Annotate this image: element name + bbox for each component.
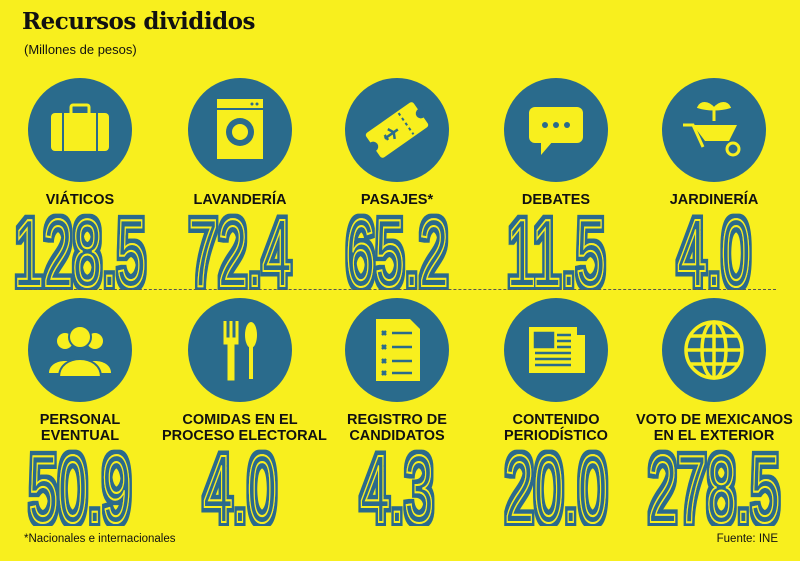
item-people: PERSONAL EVENTUAL 50.9: [2, 298, 158, 526]
item-label: VIÁTICOS: [2, 192, 158, 210]
wheelbarrow-plant-icon: [683, 102, 741, 157]
item-label: CONTENIDO PERIODÍSTICO: [478, 412, 634, 446]
item-label: PASAJES*: [319, 192, 475, 210]
page-subtitle: (Millones de pesos): [24, 42, 137, 57]
item-value-text: 65.2: [346, 210, 449, 290]
icon-circle: [28, 298, 132, 402]
divider: [24, 289, 776, 290]
icon-circle: [504, 298, 608, 402]
item-washing-machine: LAVANDERÍA 72.4: [162, 78, 318, 290]
source: Fuente: INE: [716, 533, 778, 545]
item-label-line: CANDIDATOS: [349, 428, 445, 444]
item-wheelbarrow-plant: JARDINERÍA 4.0: [636, 78, 792, 290]
item-globe: VOTO DE MEXICANOS EN EL EXTERIOR 278.5: [636, 298, 793, 526]
item-value: 4.3: [360, 446, 435, 526]
item-label: VOTO DE MEXICANOS EN EL EXTERIOR: [636, 412, 793, 446]
plane-ticket-icon: [365, 102, 429, 158]
item-value-text: 50.9: [29, 446, 132, 526]
item-label: REGISTRO DE CANDIDATOS: [319, 412, 475, 446]
item-checklist: REGISTRO DE CANDIDATOS 4.3: [319, 298, 475, 526]
icon-circle: [188, 298, 292, 402]
item-value-text: 72.4: [189, 210, 292, 290]
item-value: 4.0: [677, 210, 752, 290]
item-label-line: COMIDAS EN EL: [182, 412, 298, 428]
item-label-line: JARDINERÍA: [669, 192, 759, 208]
checklist-icon: [376, 319, 420, 381]
people-icon: [49, 325, 111, 378]
fork-spoon-icon: [223, 321, 257, 381]
item-value: 278.5: [647, 446, 781, 526]
item-suitcase: VIÁTICOS 128.5: [2, 78, 158, 290]
item-value-text: 11.5: [507, 210, 606, 290]
newspaper-icon: [529, 327, 585, 373]
item-label-line: EVENTUAL: [40, 428, 120, 444]
item-label-line: LAVANDERÍA: [193, 192, 287, 208]
item-fork-spoon: COMIDAS EN EL PROCESO ELECTORAL 4.0: [162, 298, 327, 526]
icon-circle: [345, 298, 449, 402]
item-label-line: PERIODÍSTICO: [504, 428, 608, 444]
item-label-line: REGISTRO DE: [347, 412, 447, 428]
item-label-line: PERSONAL: [39, 412, 121, 428]
item-label-line: PROCESO ELECTORAL: [162, 428, 327, 444]
washing-machine-icon: [217, 99, 263, 159]
item-label-line: PASAJES*: [360, 192, 434, 208]
speech-bubble-icon: [529, 107, 583, 155]
icon-circle: [345, 78, 449, 182]
item-label-line: CONTENIDO: [512, 412, 600, 428]
item-value: 4.0: [203, 446, 278, 526]
item-label-line: EN EL EXTERIOR: [653, 428, 775, 444]
item-label: DEBATES: [478, 192, 634, 210]
icon-circle: [662, 298, 766, 402]
page-title: Recursos divididos: [22, 8, 255, 35]
item-value-text: 4.0: [677, 210, 750, 290]
item-label-line: VIÁTICOS: [45, 192, 115, 208]
item-label: JARDINERÍA: [636, 192, 792, 210]
item-value: 50.9: [28, 446, 132, 526]
item-plane-ticket: PASAJES* 65.2: [319, 78, 475, 290]
item-label: COMIDAS EN EL PROCESO ELECTORAL: [162, 412, 327, 446]
footnote: *Nacionales e internacionales: [24, 533, 176, 545]
icon-circle: [662, 78, 766, 182]
item-value-text: 20.0: [505, 446, 608, 526]
item-value-text: 4.3: [360, 446, 433, 526]
icon-circle: [504, 78, 608, 182]
item-value: 11.5: [506, 210, 606, 290]
item-value: 128.5: [13, 210, 147, 290]
item-label-line: DEBATES: [521, 192, 591, 208]
item-value-text: 128.5: [14, 210, 146, 290]
item-label-line: VOTO DE MEXICANOS: [636, 412, 793, 428]
icon-circle: [188, 78, 292, 182]
item-label: LAVANDERÍA: [162, 192, 318, 210]
item-newspaper: CONTENIDO PERIODÍSTICO 20.0: [478, 298, 634, 526]
item-speech-bubble: DEBATES 11.5: [478, 78, 634, 290]
item-label: PERSONAL EVENTUAL: [2, 412, 158, 446]
item-value: 72.4: [188, 210, 292, 290]
item-value: 65.2: [345, 210, 449, 290]
item-value: 20.0: [504, 446, 608, 526]
item-value-text: 278.5: [648, 446, 780, 526]
item-value-text: 4.0: [203, 446, 276, 526]
globe-icon: [684, 320, 744, 380]
icon-circle: [28, 78, 132, 182]
suitcase-icon: [51, 103, 109, 151]
